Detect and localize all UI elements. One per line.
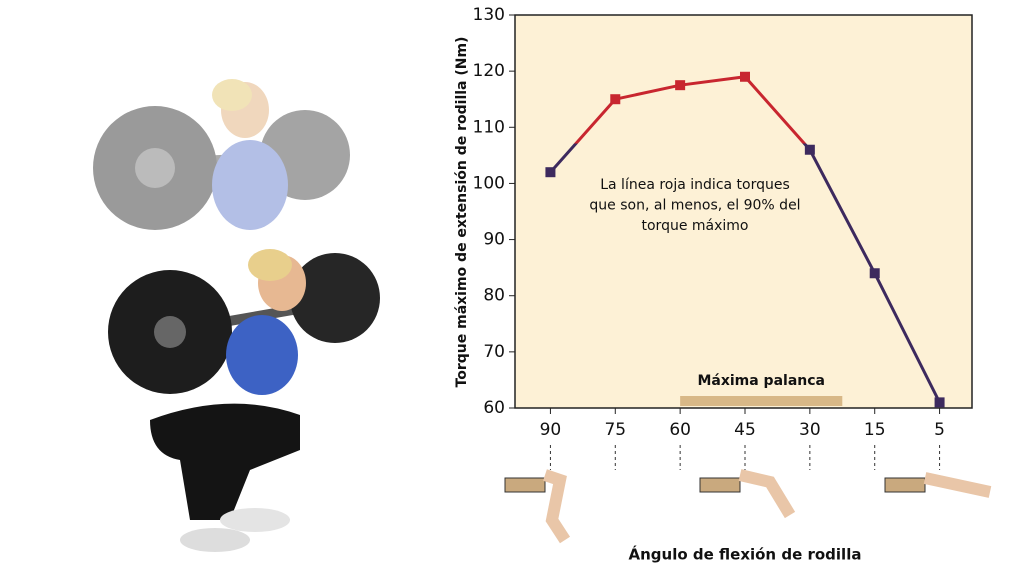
y-axis-label: Torque máximo de extensión de rodilla (N… [454,37,470,388]
y-tick-label: 90 [483,230,505,250]
y-tick-label: 120 [473,61,505,81]
x-tick-label: 5 [934,420,945,440]
marker [610,94,621,105]
marker [934,397,945,408]
band-label: Máxima palanca [697,373,825,389]
y-tick-label: 70 [483,342,505,362]
marker [740,71,750,82]
photo [20,20,420,560]
x-tick-label: 30 [799,420,821,440]
marker [804,144,815,155]
annotation: que son, al menos, el 90% del [589,198,800,214]
annotation: torque máximo [642,218,749,234]
y-tick-label: 100 [473,173,505,193]
y-tick-label: 60 [483,398,505,418]
marker [545,167,556,178]
x-tick-label: 15 [864,420,886,440]
x-tick-label: 75 [604,420,626,440]
x-tick-label: 90 [540,420,562,440]
y-tick-label: 130 [473,5,505,25]
marker [675,80,686,91]
y-tick-label: 80 [483,286,505,306]
x-axis-label: Ángulo de flexión de rodilla [629,545,862,564]
band [680,396,843,406]
y-tick-label: 110 [473,117,505,137]
x-tick-label: 45 [734,420,756,440]
marker [869,268,880,279]
annotation: La línea roja indica torques [600,177,790,193]
leg-icons [504,469,992,544]
x-tick-label: 60 [669,420,691,440]
